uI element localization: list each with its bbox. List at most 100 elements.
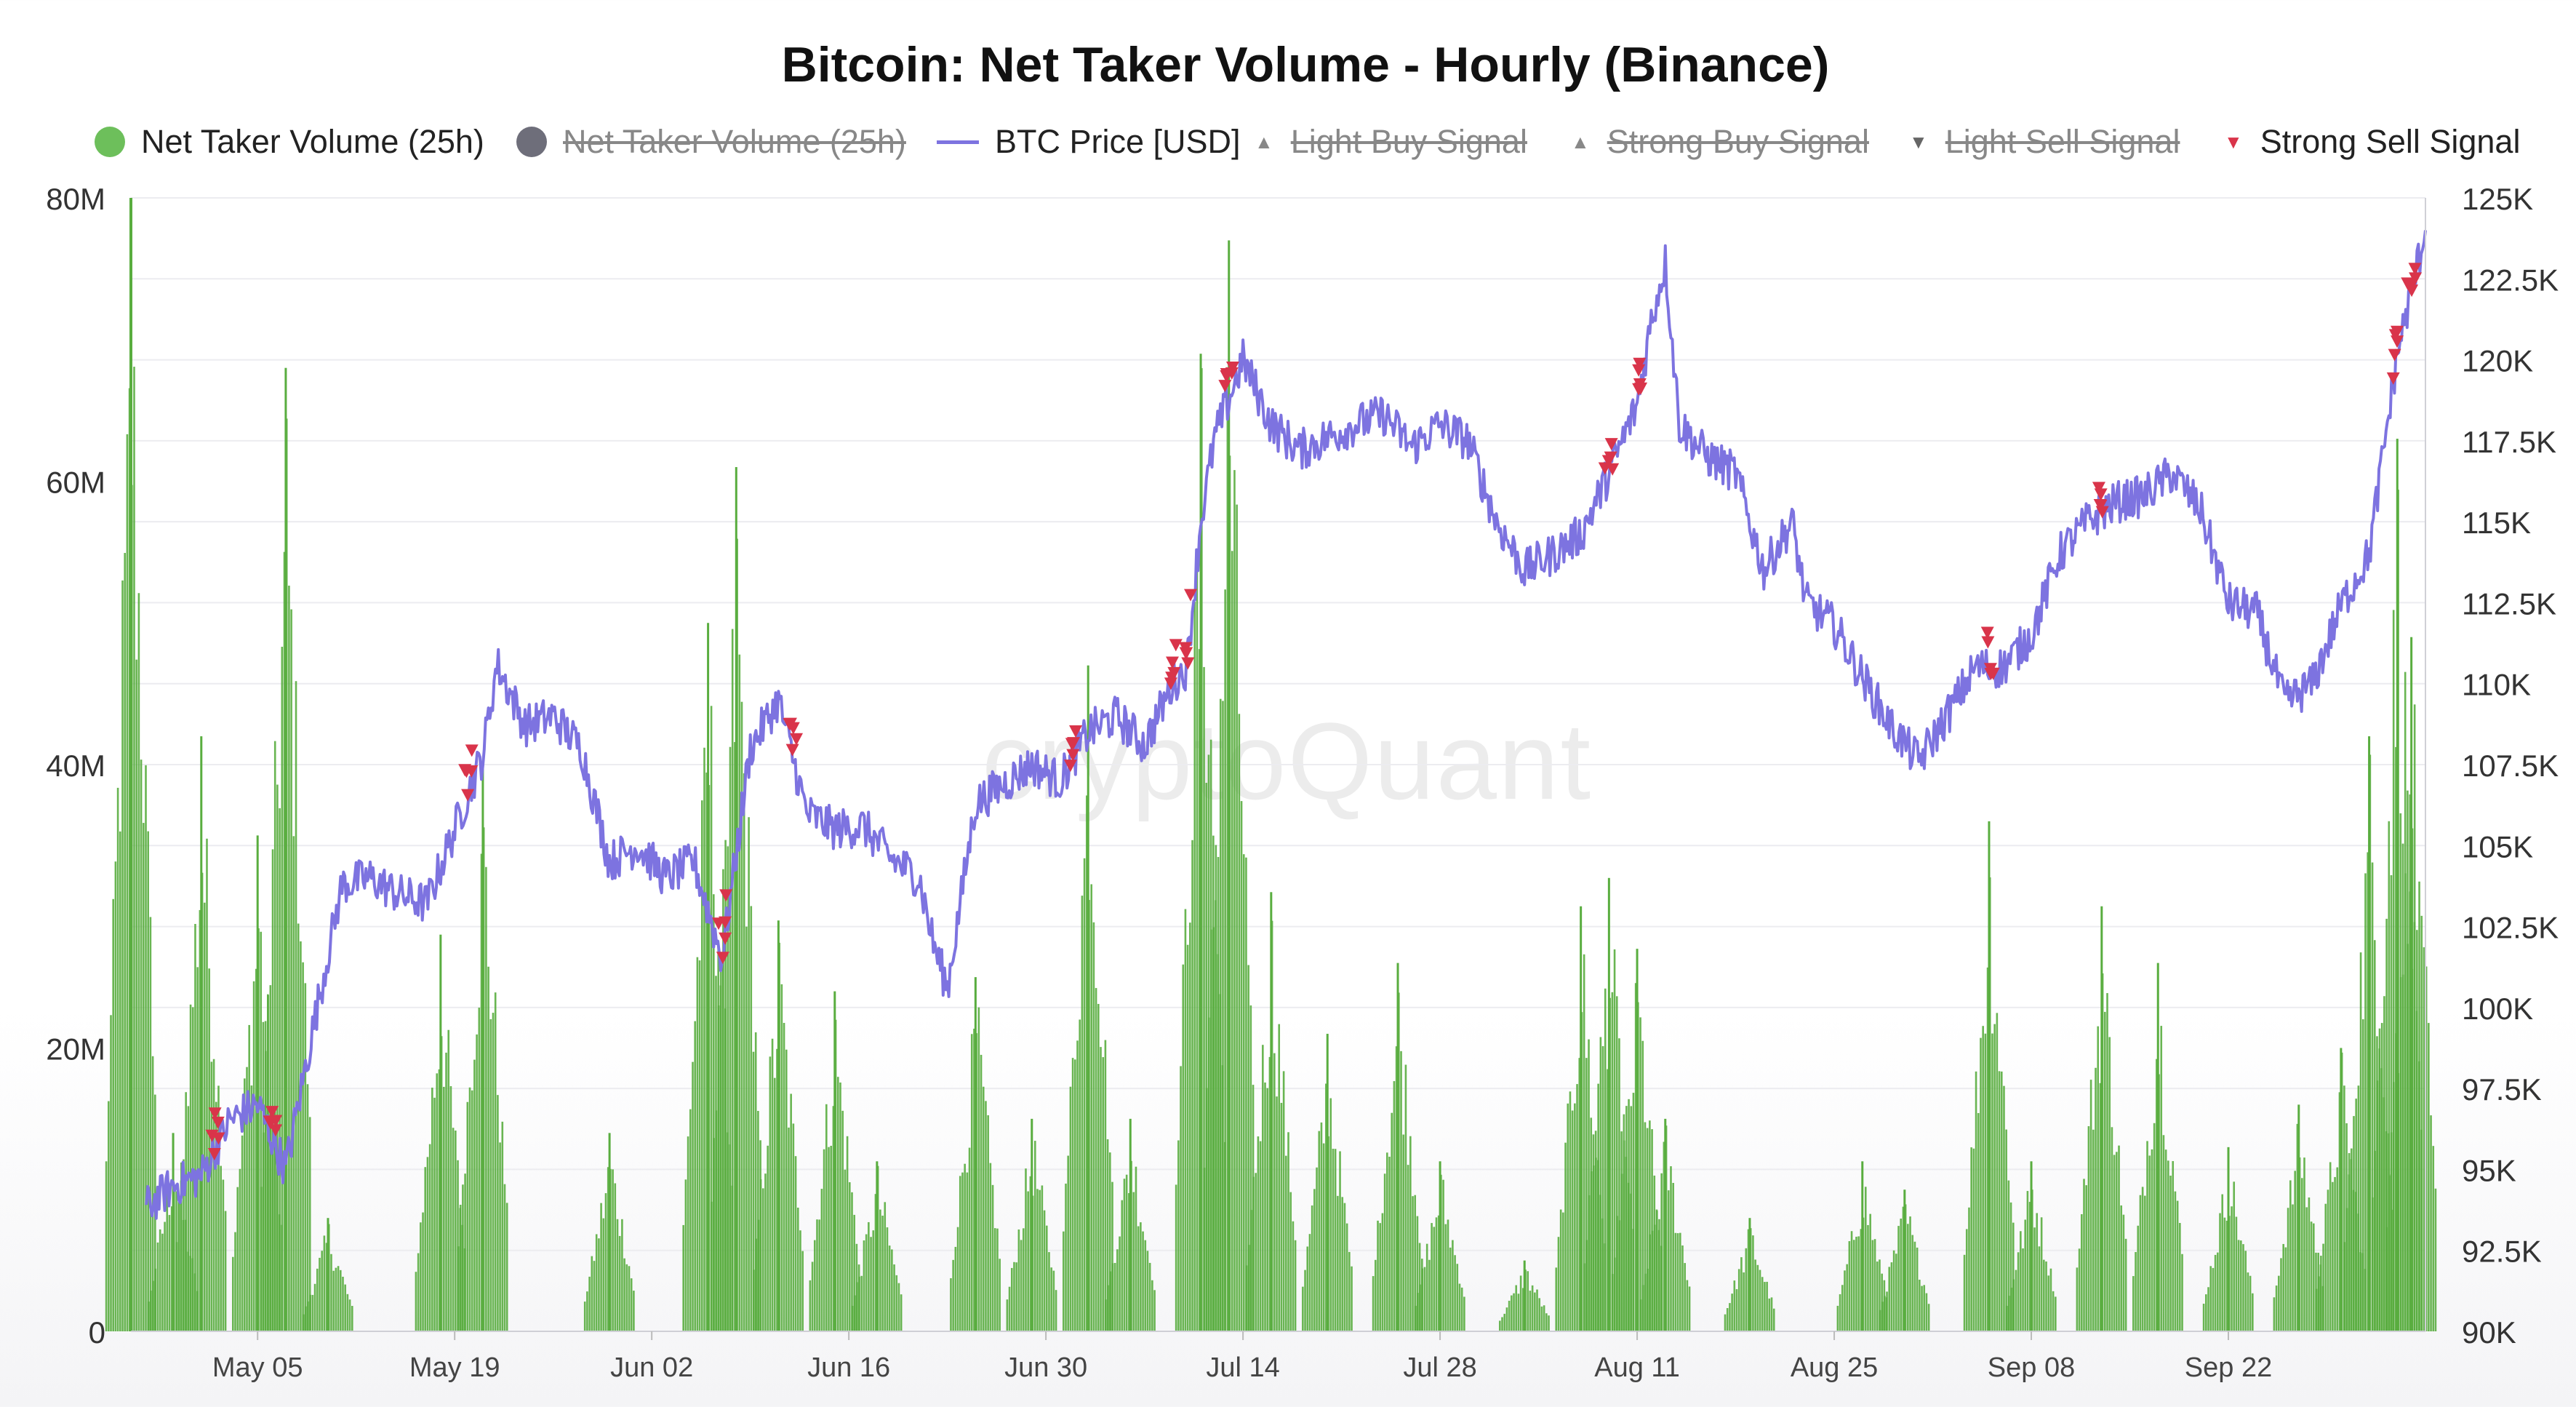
volume-bar — [1972, 1148, 1975, 1331]
volume-bar — [2372, 1197, 2374, 1331]
volume-bar — [459, 1205, 462, 1331]
legend-item-light-buy-signal[interactable]: ▲ Light Buy Signal — [1255, 116, 1527, 167]
volume-bar — [811, 1261, 814, 1331]
volume-bar — [499, 1142, 501, 1331]
volume-bar — [119, 831, 121, 1331]
legend-item-net-taker-volume-hidden[interactable]: Net Taker Volume (25h) — [516, 116, 906, 167]
volume-bar — [222, 1179, 225, 1331]
volume-bar — [1740, 1257, 1743, 1331]
volume-bar — [1339, 1151, 1341, 1331]
volume-bar — [206, 838, 208, 1331]
volume-bar — [2413, 704, 2416, 1331]
volume-bar — [276, 784, 279, 1331]
volume-bar — [2113, 1155, 2116, 1331]
volume-bar — [1970, 1147, 1972, 1331]
volume-bar — [841, 1110, 844, 1331]
volume-bar — [283, 551, 286, 1331]
volume-bar — [1447, 1219, 1449, 1331]
volume-bar — [1348, 1251, 1351, 1331]
volume-bar — [159, 1229, 161, 1331]
volume-bar — [1729, 1303, 1731, 1331]
volume-bar — [2012, 1279, 2015, 1331]
volume-bar — [468, 1087, 471, 1331]
legend-item-btc-price[interactable]: BTC Price [USD] — [937, 116, 1241, 167]
volume-bar — [348, 1299, 351, 1331]
volume-bar — [2038, 1246, 2041, 1331]
volume-bar — [2324, 1203, 2327, 1331]
volume-bar — [2003, 1085, 2005, 1331]
volume-bar — [764, 1173, 767, 1331]
volume-bar — [2028, 1202, 2031, 1331]
sell-signal-marker — [1601, 455, 1615, 468]
volume-bar — [799, 1230, 801, 1331]
volume-bar — [501, 1121, 504, 1331]
volume-bar — [2303, 1157, 2305, 1331]
volume-bar — [1048, 1252, 1050, 1331]
y-left-tick-label: 60M — [46, 466, 105, 500]
volume-bar — [1320, 1122, 1323, 1331]
volume-bar — [273, 741, 276, 1331]
volume-bar — [1377, 1220, 1379, 1331]
volume-bar — [1379, 1223, 1382, 1331]
volume-bar — [1285, 1155, 1287, 1331]
volume-bar — [2374, 1150, 2376, 1331]
volume-bar — [1679, 1232, 1681, 1331]
volume-bar — [1611, 1274, 1614, 1331]
volume-bar — [813, 1240, 816, 1331]
volume-bar — [1442, 1179, 1444, 1331]
sell-signal-marker — [1183, 589, 1197, 602]
volume-bar — [2390, 875, 2393, 1331]
volume-bar — [2005, 1129, 2007, 1331]
volume-bar — [1667, 1190, 1670, 1331]
volume-bar-peak — [284, 367, 287, 1332]
price-line — [144, 230, 2427, 1220]
volume-bar — [1761, 1277, 1764, 1331]
volume-bar — [1108, 1152, 1111, 1331]
volume-bar-peak — [1903, 1189, 1906, 1331]
volume-bar — [790, 1093, 792, 1331]
volume-bar — [2317, 1276, 2320, 1331]
volume-bar — [1564, 1142, 1567, 1331]
sell-signal-marker — [1066, 749, 1080, 762]
volume-bar — [2167, 1160, 2169, 1331]
volume-bar — [2132, 1276, 2135, 1331]
volume-bar — [1132, 1192, 1135, 1331]
volume-bar — [886, 1227, 889, 1331]
volume-bar — [212, 1059, 215, 1331]
volume-bar — [1036, 1189, 1039, 1331]
volume-bar — [1545, 1313, 1548, 1331]
volume-bar — [1073, 1059, 1076, 1331]
volume-bar — [1921, 1286, 1923, 1331]
volume-bar — [595, 1234, 598, 1331]
volume-bar — [330, 1253, 332, 1331]
sell-signal-marker — [1980, 626, 1994, 639]
volume-bar — [1615, 996, 1618, 1331]
volume-bar — [2397, 1073, 2400, 1331]
y-left-tick-label: 0 — [89, 1315, 105, 1350]
volume-bar — [2345, 1208, 2348, 1331]
volume-bar — [1614, 1257, 1616, 1331]
volume-bar — [2209, 1266, 2212, 1331]
volume-bar — [996, 1228, 999, 1331]
volume-bar — [290, 609, 292, 1331]
volume-bar — [2343, 1242, 2345, 1331]
volume-bar — [2296, 1123, 2299, 1331]
volume-bar — [1107, 1285, 1109, 1331]
legend-item-strong-sell-signal[interactable]: ▼ Strong Sell Signal — [2224, 116, 2520, 167]
volume-bar — [1242, 854, 1245, 1331]
volume-bar — [2300, 1178, 2303, 1331]
legend-item-strong-buy-signal[interactable]: ▲ Strong Buy Signal — [1571, 116, 1869, 167]
y-right-tick-label: 115K — [2462, 506, 2531, 540]
sell-signal-marker — [1981, 636, 1995, 649]
volume-bar — [2359, 952, 2362, 1331]
legend-item-light-sell-signal[interactable]: ▼ Light Sell Signal — [1909, 116, 2180, 167]
volume-bar — [2249, 1275, 2252, 1331]
volume-bar — [604, 1193, 607, 1331]
volume-bar — [1576, 1084, 1578, 1331]
volume-bar — [980, 1054, 983, 1331]
volume-bar — [279, 808, 281, 1331]
sell-signal-marker — [208, 1107, 222, 1120]
volume-cluster — [2385, 637, 2437, 1331]
volume-bar — [623, 1258, 625, 1331]
legend-item-net-taker-volume[interactable]: Net Taker Volume (25h) — [95, 116, 484, 167]
